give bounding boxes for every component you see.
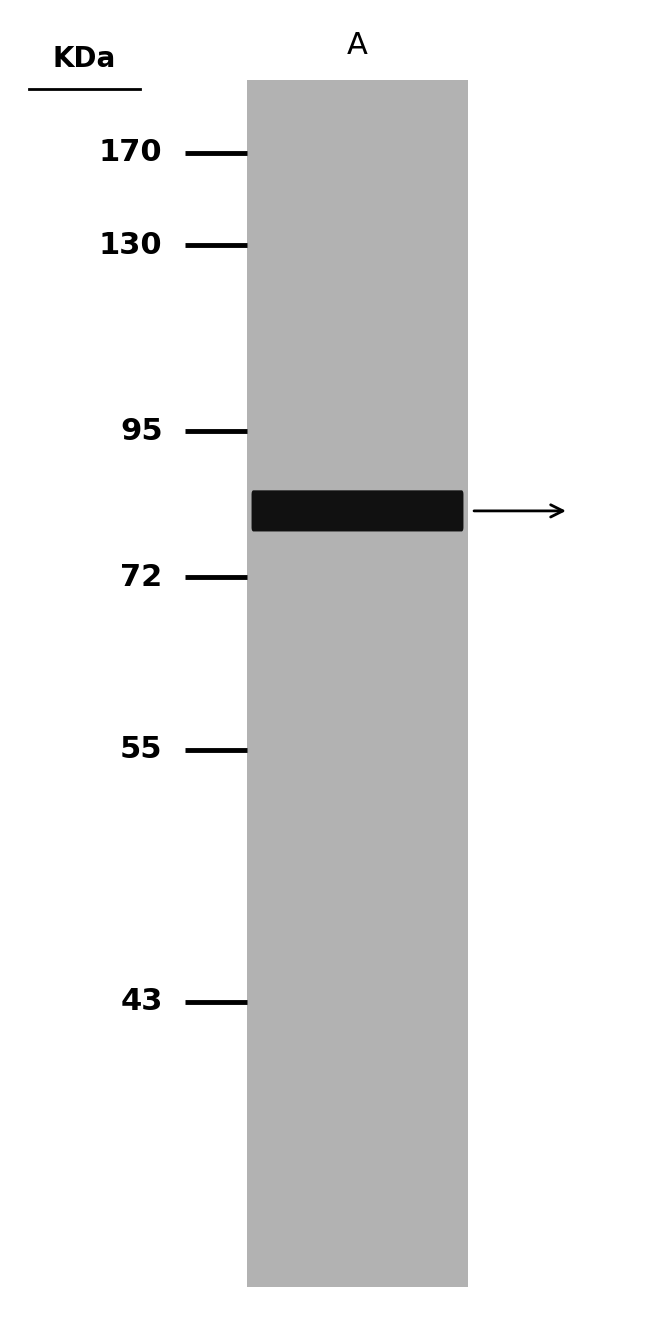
Text: 130: 130 [99, 231, 162, 260]
Bar [247, 80, 468, 1287]
Text: A: A [347, 31, 368, 60]
Text: 72: 72 [120, 563, 162, 592]
Text: KDa: KDa [53, 45, 116, 73]
FancyBboxPatch shape [252, 491, 463, 531]
Text: 43: 43 [120, 987, 162, 1016]
Text: 170: 170 [99, 138, 162, 167]
Text: 55: 55 [120, 735, 162, 764]
Text: 95: 95 [120, 417, 162, 446]
